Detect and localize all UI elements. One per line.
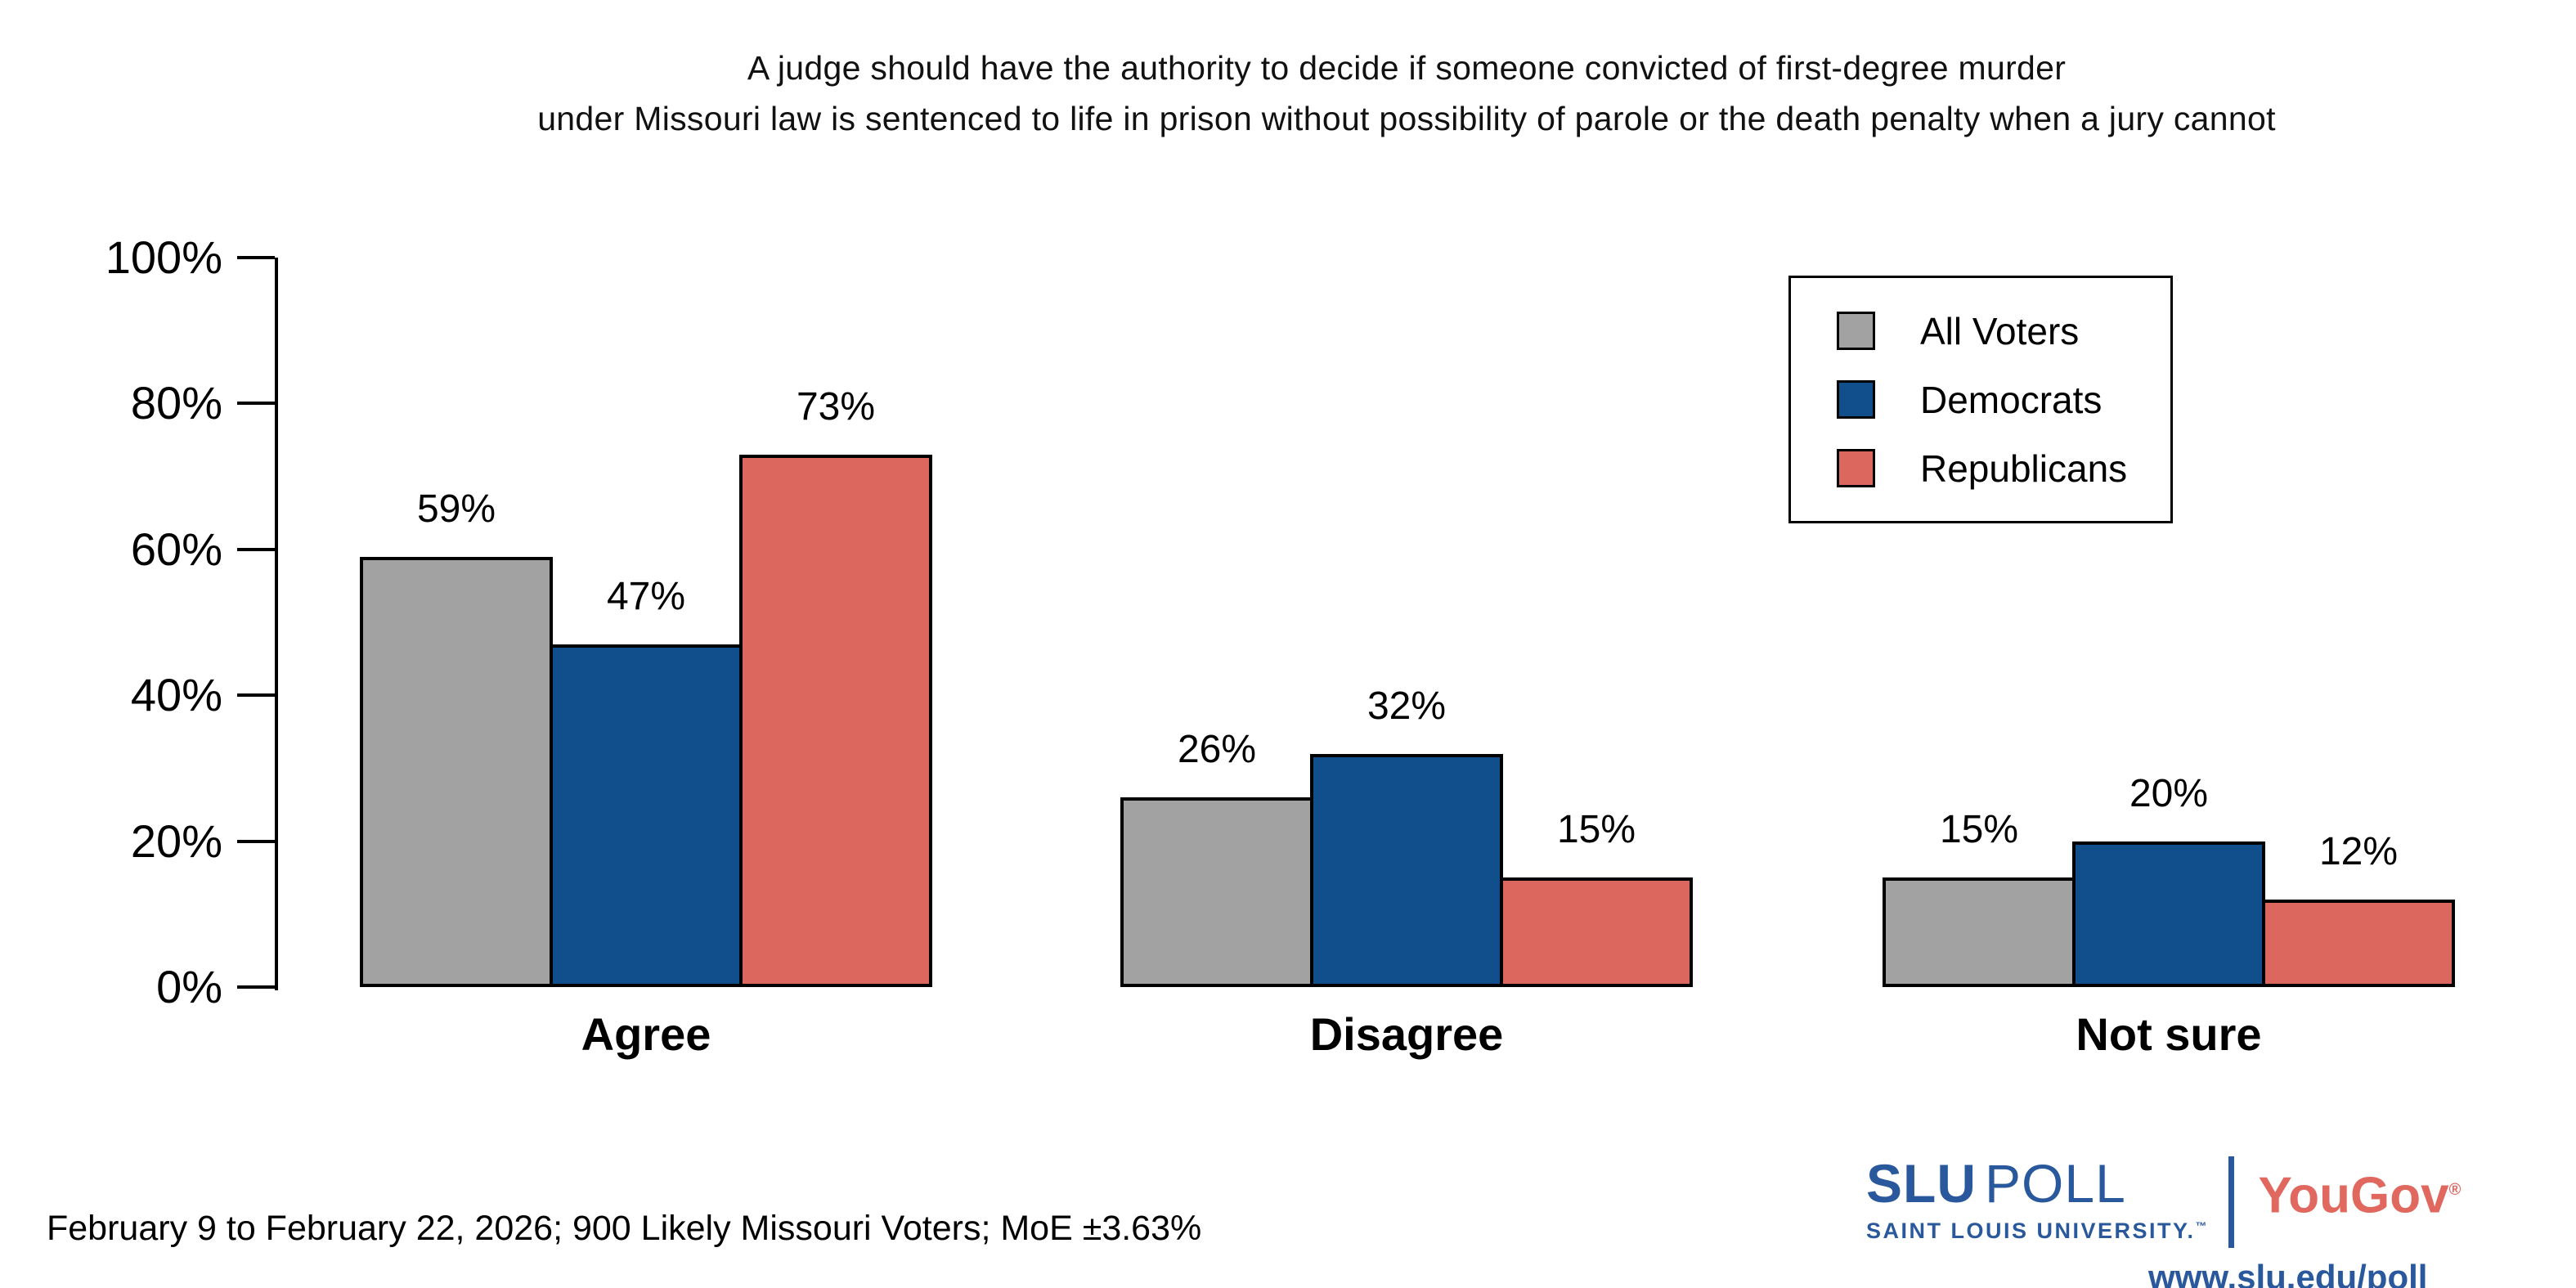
y-axis-tick-label: 80% — [130, 377, 222, 429]
bar-all-voters-not-sure — [1883, 877, 2076, 987]
bar-republicans-not-sure — [2262, 899, 2455, 987]
bar-value-label-democrats-agree: 47% — [606, 574, 686, 618]
bar-value-label-republicans-not-sure: 12% — [2318, 829, 2399, 873]
bar-value-label-republicans-disagree: 15% — [1556, 808, 1636, 852]
legend-label-republicans: Republicans — [1920, 447, 2128, 490]
slu-poll-wordmark: SLU POLL — [1866, 1155, 2207, 1212]
bar-value-label-democrats-not-sure: 20% — [2129, 771, 2209, 815]
y-axis-tick — [237, 256, 275, 259]
slu-wordmark-bold: SLU — [1866, 1153, 1977, 1214]
y-axis-tick — [237, 547, 275, 551]
logo-row: SLU POLL SAINT LOUIS UNIVERSITY.™ YouGov® — [1866, 1155, 2488, 1248]
bar-democrats-agree — [550, 644, 743, 987]
bar-republicans-agree — [739, 454, 932, 987]
y-axis-tick — [237, 693, 275, 698]
trademark-symbol: ™ — [2195, 1219, 2207, 1232]
y-axis-tick-label: 60% — [130, 523, 222, 575]
slu-poll-logo: SLU POLL SAINT LOUIS UNIVERSITY.™ — [1866, 1155, 2207, 1245]
y-axis-tick-label: 100% — [105, 231, 222, 283]
legend-item-all-voters: All Voters — [1837, 311, 2170, 352]
footnote: February 9 to February 22, 2026; 900 Lik… — [47, 1209, 1202, 1248]
bar-value-label-all-voters-disagree: 26% — [1177, 728, 1257, 772]
bar-all-voters-disagree — [1120, 797, 1313, 987]
bar-republicans-disagree — [1500, 877, 1693, 987]
category-label-disagree: Disagree — [1309, 1008, 1504, 1060]
bar-value-label-all-voters-not-sure: 15% — [1939, 808, 2019, 852]
saint-louis-university-text: SAINT LOUIS UNIVERSITY. — [1866, 1218, 2196, 1243]
y-axis-tick — [237, 402, 275, 406]
logo-divider — [2228, 1156, 2234, 1248]
legend-swatch-republicans — [1837, 449, 1875, 487]
slu-poll-url: www.slu.edu/poll — [2148, 1258, 2428, 1288]
category-label-not-sure: Not sure — [2076, 1008, 2262, 1060]
y-axis-tick — [237, 985, 275, 989]
category-label-agree: Agree — [581, 1008, 711, 1060]
legend-label-all-voters: All Voters — [1920, 309, 2080, 352]
y-axis-tick-label: 40% — [130, 669, 222, 721]
chart-title: A judge should have the authority to dec… — [237, 43, 2576, 144]
y-axis-line — [275, 258, 278, 990]
legend-item-democrats: Democrats — [1837, 379, 2170, 420]
footer-logos: SLU POLL SAINT LOUIS UNIVERSITY.™ YouGov®… — [1866, 1155, 2488, 1288]
bar-all-voters-agree — [360, 556, 553, 987]
legend-item-republicans: Republicans — [1837, 448, 2170, 489]
bar-value-label-all-voters-agree: 59% — [416, 487, 496, 531]
y-axis-tick — [237, 839, 275, 843]
registered-symbol: ® — [2448, 1181, 2462, 1199]
bar-value-label-republicans-agree: 73% — [796, 384, 876, 429]
poll-wordmark-light: POLL — [1985, 1153, 2126, 1214]
chart-title-line-1: A judge should have the authority to dec… — [747, 49, 2067, 87]
legend: All Voters Democrats Republicans — [1788, 276, 2173, 523]
legend-swatch-democrats — [1837, 380, 1875, 419]
bar-democrats-not-sure — [2072, 841, 2265, 987]
legend-swatch-all-voters — [1837, 312, 1875, 350]
y-axis-tick-label: 0% — [156, 961, 222, 1012]
y-axis-tick-label: 20% — [130, 815, 222, 867]
bar-value-label-democrats-disagree: 32% — [1367, 684, 1447, 728]
yougov-logo: YouGov® — [2259, 1163, 2462, 1223]
saint-louis-university-wordmark: SAINT LOUIS UNIVERSITY.™ — [1866, 1212, 2207, 1245]
bar-democrats-disagree — [1310, 753, 1503, 987]
chart-title-line-2: under Missouri law is sentenced to life … — [537, 100, 2276, 137]
legend-label-democrats: Democrats — [1920, 378, 2103, 421]
yougov-text: YouGov — [2258, 1167, 2449, 1224]
